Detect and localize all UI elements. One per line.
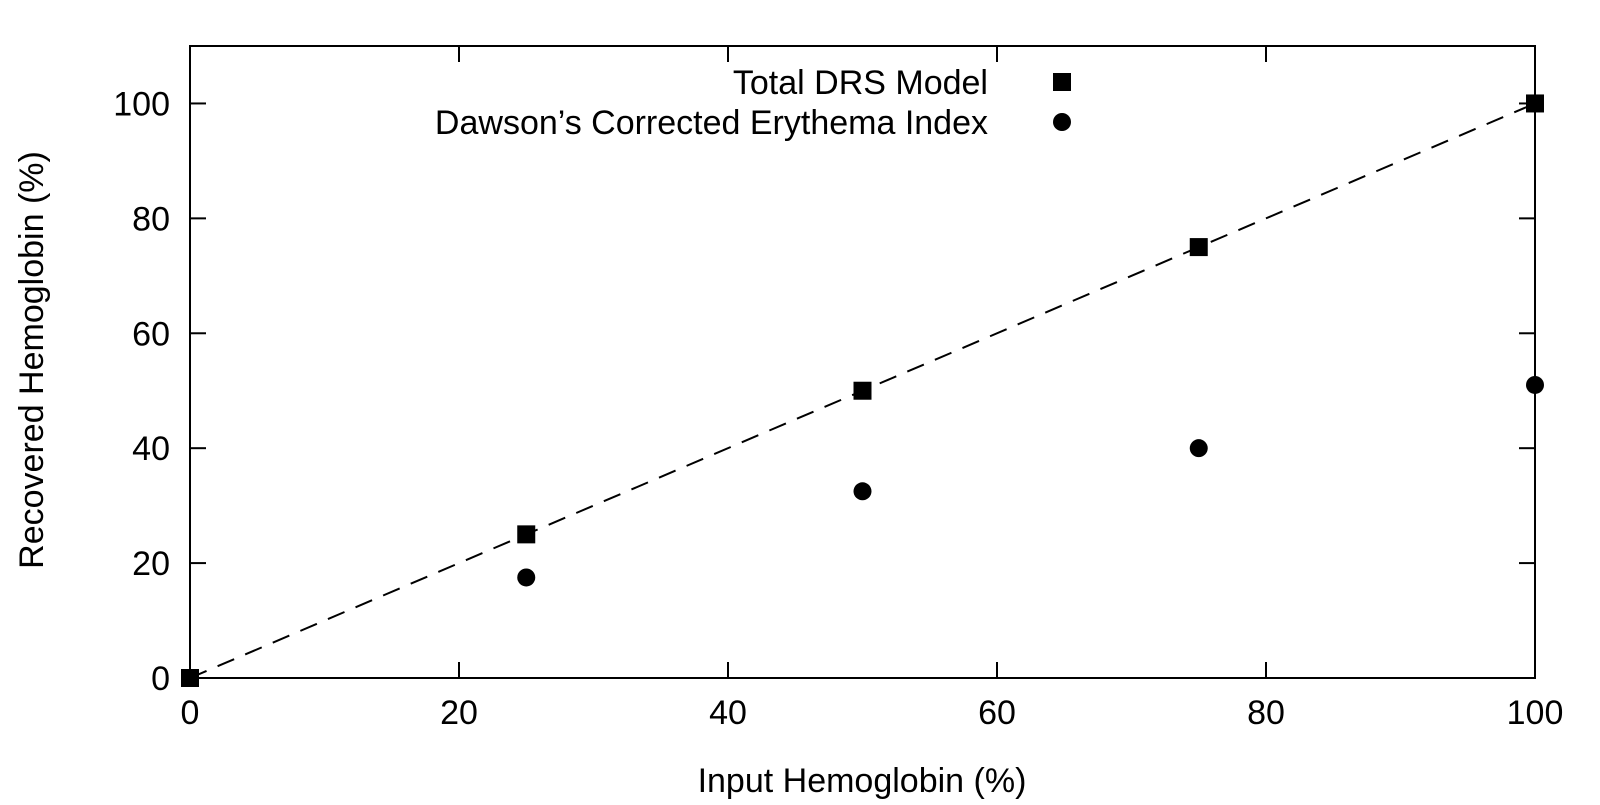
y-tick-label: 20 bbox=[132, 545, 170, 583]
y-tick-label: 0 bbox=[151, 660, 170, 698]
x-tick-label: 0 bbox=[181, 694, 200, 732]
y-tick-label: 80 bbox=[132, 200, 170, 238]
circle-data-point bbox=[1526, 375, 1544, 394]
y-tick-label: 100 bbox=[113, 85, 170, 123]
x-tick-label: 80 bbox=[1247, 694, 1285, 732]
circle-data-point bbox=[1189, 439, 1208, 458]
square-data-point bbox=[181, 669, 199, 687]
circle-data-point bbox=[853, 482, 872, 501]
x-tick-label: 20 bbox=[440, 694, 478, 732]
square-data-point bbox=[517, 525, 536, 544]
y-tick-label: 40 bbox=[132, 430, 170, 468]
plot-area-frame bbox=[189, 45, 1536, 679]
x-tick-label: 100 bbox=[1507, 694, 1564, 732]
square-data-point bbox=[853, 381, 872, 400]
legend-label: Total DRS Model bbox=[733, 64, 988, 102]
square-data-point bbox=[1189, 238, 1208, 257]
y-axis-label: Recovered Hemoglobin (%) bbox=[13, 151, 51, 569]
square-data-point bbox=[1526, 94, 1544, 113]
y-tick-label: 60 bbox=[132, 315, 170, 353]
x-axis-label: Input Hemoglobin (%) bbox=[698, 762, 1027, 800]
legend-label: Dawson’s Corrected Erythema Index bbox=[435, 104, 988, 142]
legend-square-marker bbox=[1053, 73, 1071, 91]
x-tick-label: 40 bbox=[709, 694, 747, 732]
x-tick-label: 60 bbox=[978, 694, 1016, 732]
legend-circle-marker bbox=[1053, 113, 1071, 131]
circle-data-point bbox=[517, 568, 536, 587]
